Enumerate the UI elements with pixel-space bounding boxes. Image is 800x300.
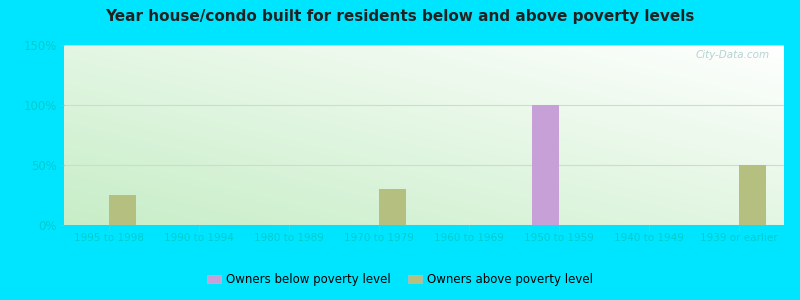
Text: Year house/condo built for residents below and above poverty levels: Year house/condo built for residents bel… [106, 9, 694, 24]
Text: City-Data.com: City-Data.com [695, 50, 770, 60]
Legend: Owners below poverty level, Owners above poverty level: Owners below poverty level, Owners above… [202, 269, 598, 291]
Bar [532, 105, 559, 225]
Bar [379, 189, 406, 225]
Bar [109, 195, 136, 225]
Bar [739, 165, 766, 225]
